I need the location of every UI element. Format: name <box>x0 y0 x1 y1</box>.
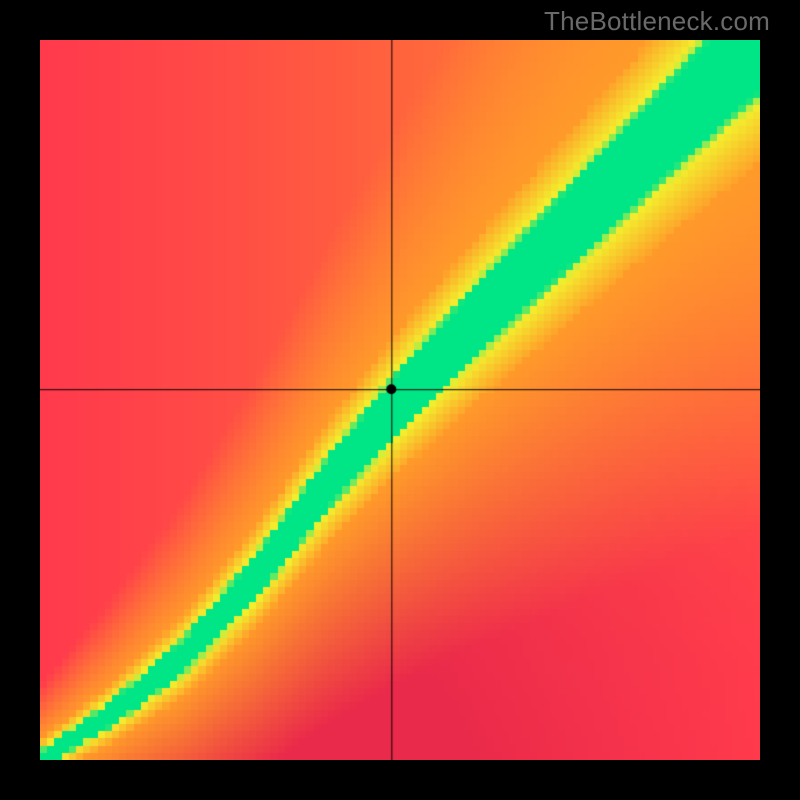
crosshair-overlay <box>40 40 760 760</box>
watermark-text: TheBottleneck.com <box>544 6 770 37</box>
bottleneck-heatmap <box>40 40 760 760</box>
